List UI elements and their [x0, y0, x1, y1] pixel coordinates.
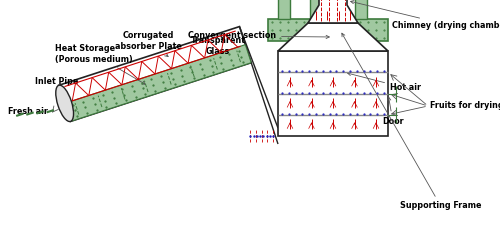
Bar	[278, 51, 388, 136]
Text: Supporting Frame: Supporting Frame	[342, 33, 481, 211]
Ellipse shape	[56, 85, 74, 122]
Polygon shape	[278, 23, 388, 51]
Bar	[278, 0, 290, 19]
Text: Heat Storage
(Porous medium): Heat Storage (Porous medium)	[55, 44, 145, 84]
Bar	[355, 0, 367, 19]
Text: Hot air: Hot air	[348, 72, 421, 93]
Text: Transparent
Glass: Transparent Glass	[190, 33, 246, 56]
Text: Door: Door	[382, 97, 404, 126]
Polygon shape	[308, 0, 358, 23]
Text: Fruits for drying: Fruits for drying	[430, 101, 500, 110]
Bar	[268, 19, 388, 41]
Bar	[310, 0, 322, 19]
Text: Inlet Pipe: Inlet Pipe	[35, 76, 78, 100]
Polygon shape	[64, 45, 251, 122]
Polygon shape	[59, 27, 251, 122]
Text: Chimney (drying chamber): Chimney (drying chamber)	[350, 0, 500, 30]
Text: Corrugated
absorber Plate: Corrugated absorber Plate	[114, 31, 182, 56]
Text: Fresh air: Fresh air	[8, 106, 48, 115]
Text: Convergent section: Convergent section	[188, 31, 330, 41]
